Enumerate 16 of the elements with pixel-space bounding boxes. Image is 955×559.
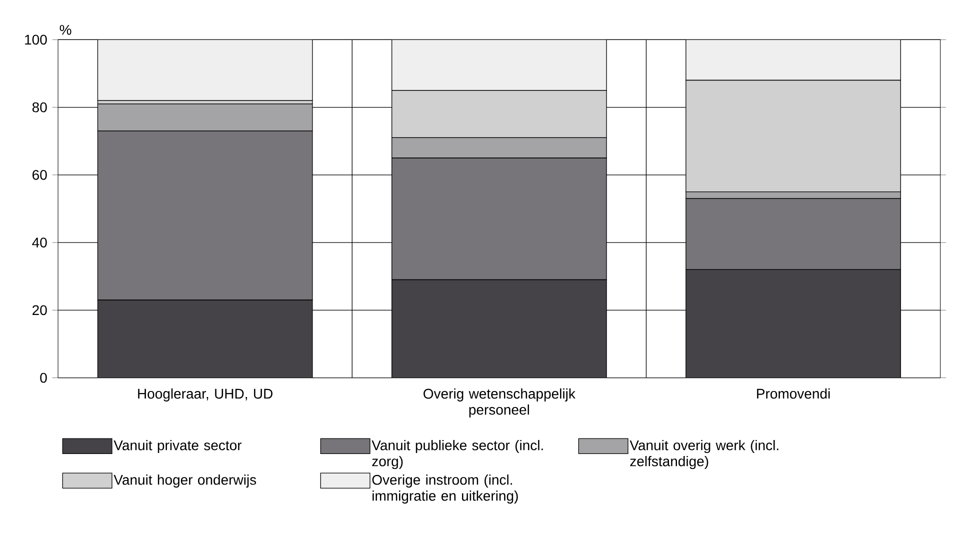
legend-label: Vanuit publieke sector (incl. zorg) — [372, 440, 543, 470]
x-tick-label: Promovendi — [757, 388, 830, 399]
y-tick-label: 0 — [40, 372, 47, 383]
x-tick-label: Overig wetenschappelijk personeel — [424, 388, 576, 418]
y-tick-label: 80 — [32, 102, 47, 112]
bar — [97, 40, 313, 101]
x-tick-label: Hoogleraar, UHD, UD — [138, 388, 272, 402]
legend-label: Vanuit overig werk (incl. zelfstandige) — [630, 440, 778, 470]
legend-label: Overige instroom (incl. immigratie en uitkering) — [372, 474, 518, 504]
legend-label: Vanuit hoger onderwijs — [114, 474, 256, 488]
y-axis-title: % — [60, 25, 72, 35]
y-tick-label: 20 — [32, 305, 47, 316]
y-tick-label: 100 — [25, 34, 47, 45]
y-tick-label: 60 — [32, 170, 47, 180]
y-tick-label: 40 — [32, 238, 47, 248]
legend-label: Vanuit private sector — [114, 440, 242, 454]
